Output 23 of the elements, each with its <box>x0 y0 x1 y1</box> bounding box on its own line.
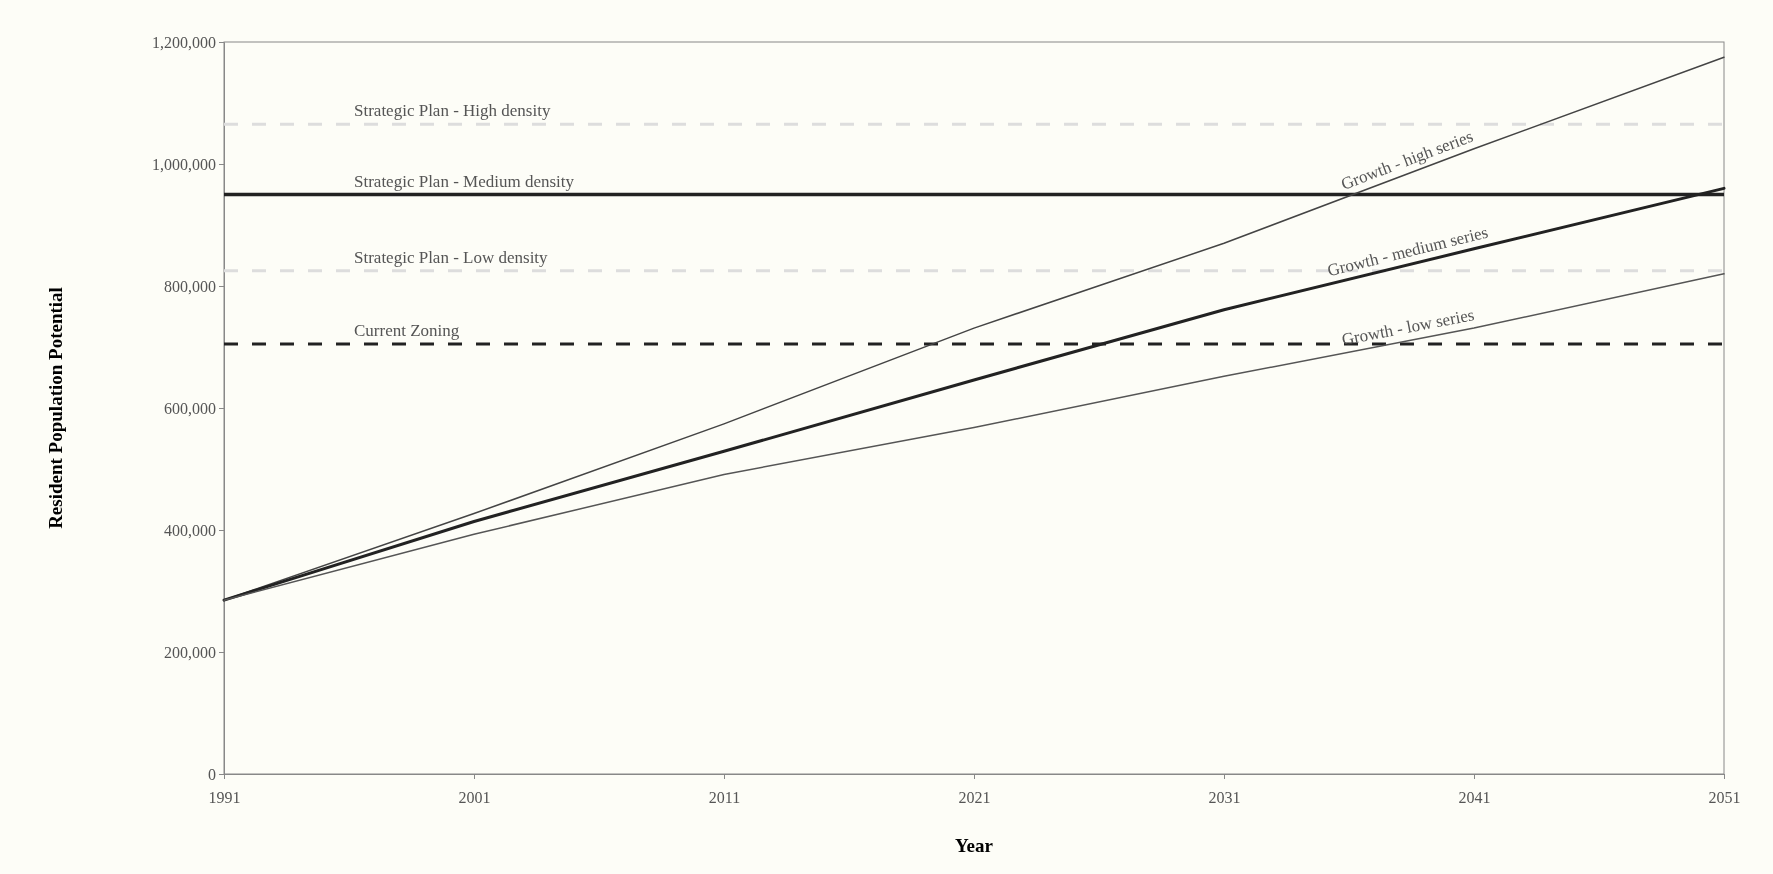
y-tick-label: 1,000,000 <box>152 155 216 173</box>
x-tick-label: 2021 <box>958 788 991 806</box>
x-tick-label: 2041 <box>1458 788 1491 806</box>
y-tick-label: 0 <box>208 765 216 783</box>
ref-line-label: Strategic Plan - Medium density <box>354 171 575 191</box>
x-tick-label: 2011 <box>708 788 741 806</box>
x-tick-label: 2031 <box>1208 788 1241 806</box>
x-tick-label: 2001 <box>458 788 491 806</box>
ref-line-label: Current Zoning <box>354 320 460 340</box>
y-tick-label: 200,000 <box>164 643 216 661</box>
text: Growth - low series <box>1340 305 1476 350</box>
ref-line-label: Strategic Plan - Low density <box>354 247 549 267</box>
ref-line-label: Strategic Plan - High density <box>354 101 551 121</box>
text: Growth - medium series <box>1325 222 1490 281</box>
y-tick-label: 600,000 <box>164 399 216 417</box>
y-tick-label: 400,000 <box>164 521 216 539</box>
x-axis-title: Year <box>955 835 994 856</box>
y-tick-label: 800,000 <box>164 277 216 295</box>
text: Growth - high series <box>1338 126 1476 194</box>
x-tick-label: 2051 <box>1708 788 1741 806</box>
y-tick-label: 1,200,000 <box>152 33 216 51</box>
x-tick-label: 1991 <box>208 788 241 806</box>
y-axis-title: Resident Population Potential <box>45 287 66 529</box>
